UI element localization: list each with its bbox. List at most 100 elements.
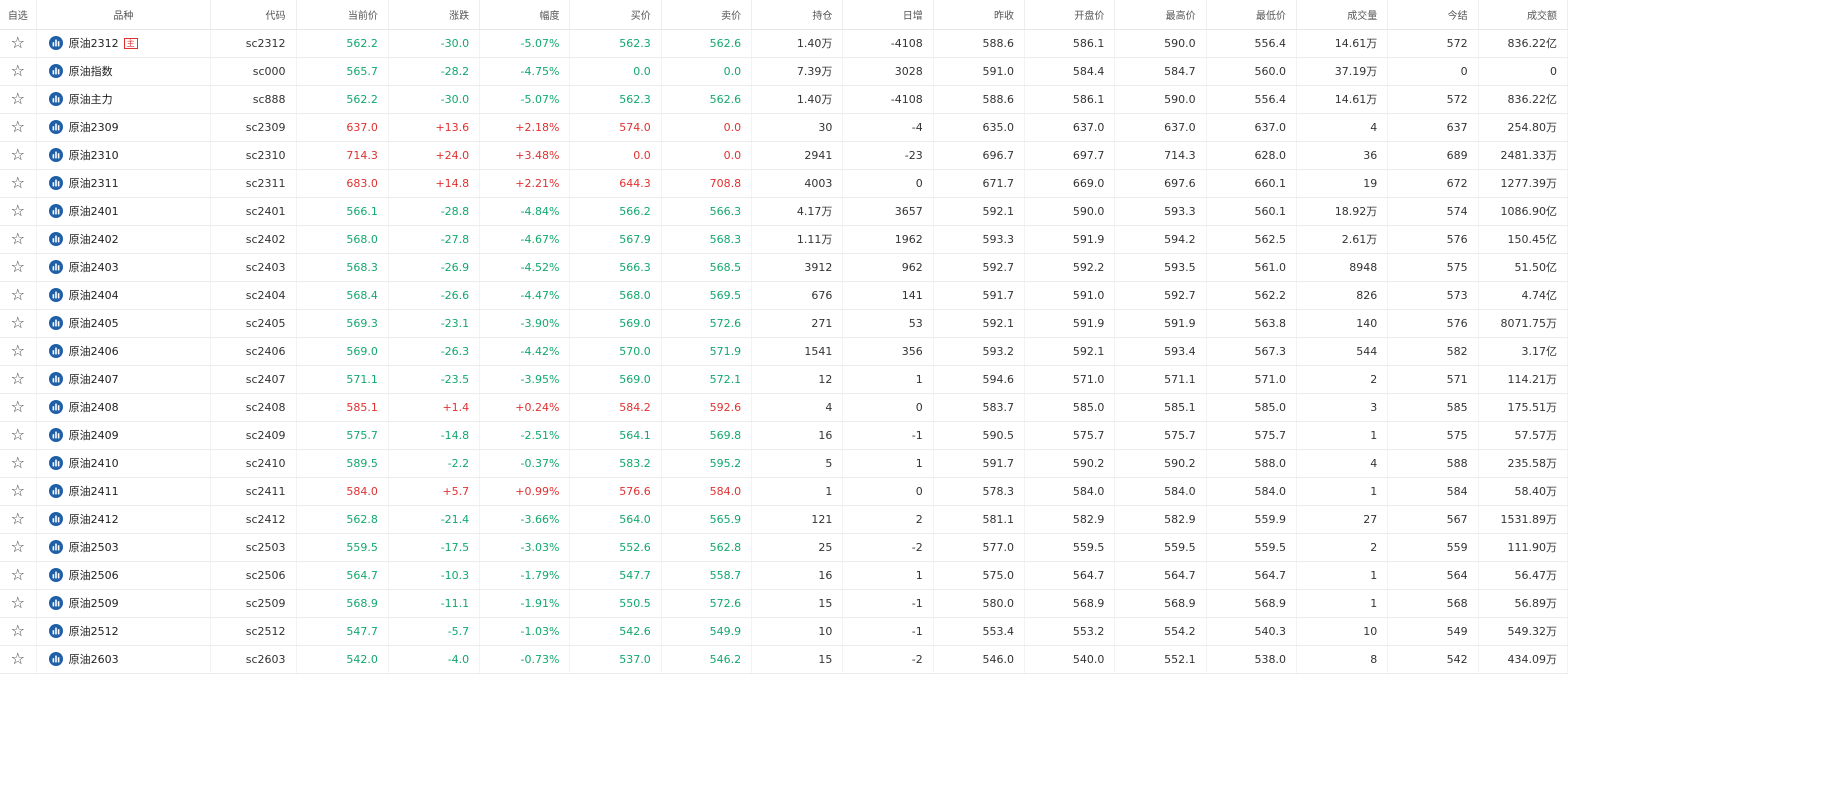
name-cell[interactable]: 原油2412	[36, 505, 212, 534]
name-cell[interactable]: 原油指数	[36, 57, 212, 86]
bar-chart-circle-icon[interactable]	[48, 372, 63, 386]
bar-chart-circle-icon[interactable]	[48, 568, 63, 582]
header-price[interactable]: 当前价	[296, 0, 389, 30]
name-cell[interactable]: 原油2509	[36, 589, 212, 618]
table-row[interactable]: ☆ 原油2411 sc2411 584.0 +5.7 +0.99% 576.6 …	[0, 477, 1569, 506]
header-oi[interactable]: 持仓	[751, 0, 844, 30]
header-open[interactable]: 开盘价	[1024, 0, 1116, 30]
name-cell[interactable]: 原油2503	[36, 533, 212, 562]
star-outline-icon[interactable]: ☆	[10, 649, 25, 668]
header-ask[interactable]: 卖价	[661, 0, 753, 30]
bar-chart-circle-icon[interactable]	[48, 92, 63, 106]
star-outline-icon[interactable]: ☆	[10, 593, 25, 612]
header-turnover[interactable]: 成交额	[1478, 0, 1569, 30]
star-outline-icon[interactable]: ☆	[10, 565, 25, 584]
star-outline-icon[interactable]: ☆	[10, 117, 25, 136]
star-outline-icon[interactable]: ☆	[10, 369, 25, 388]
star-outline-icon[interactable]: ☆	[10, 425, 25, 444]
name-cell[interactable]: 原油2309	[36, 113, 212, 142]
star-outline-icon[interactable]: ☆	[10, 397, 25, 416]
table-row[interactable]: ☆ 原油2310 sc2310 714.3 +24.0 +3.48% 0.0 0…	[0, 141, 1569, 170]
name-cell[interactable]: 原油2310	[36, 141, 212, 170]
bar-chart-circle-icon[interactable]	[48, 176, 63, 190]
header-high[interactable]: 最高价	[1114, 0, 1207, 30]
table-row[interactable]: ☆ 原油2412 sc2412 562.8 -21.4 -3.66% 564.0…	[0, 505, 1569, 534]
name-cell[interactable]: 原油2311	[36, 169, 212, 198]
table-row[interactable]: ☆ 原油2408 sc2408 585.1 +1.4 +0.24% 584.2 …	[0, 393, 1569, 422]
name-cell[interactable]: 原油2406	[36, 337, 212, 366]
table-row[interactable]: ☆ 原油2409 sc2409 575.7 -14.8 -2.51% 564.1…	[0, 421, 1569, 450]
table-row[interactable]: ☆ 原油2603 sc2603 542.0 -4.0 -0.73% 537.0 …	[0, 645, 1569, 674]
star-outline-icon[interactable]: ☆	[10, 285, 25, 304]
name-cell[interactable]: 原油2603	[36, 645, 212, 674]
header-oi-change[interactable]: 日增	[842, 0, 934, 30]
name-cell[interactable]: 原油2312 主	[36, 29, 212, 58]
name-cell[interactable]: 原油2410	[36, 449, 212, 478]
bar-chart-circle-icon[interactable]	[48, 204, 63, 218]
star-outline-icon[interactable]: ☆	[10, 33, 25, 52]
star-outline-icon[interactable]: ☆	[10, 145, 25, 164]
bar-chart-circle-icon[interactable]	[48, 148, 63, 162]
name-cell[interactable]: 原油2403	[36, 253, 212, 282]
bar-chart-circle-icon[interactable]	[48, 624, 63, 638]
star-outline-icon[interactable]: ☆	[10, 61, 25, 80]
name-cell[interactable]: 原油2407	[36, 365, 212, 394]
bar-chart-circle-icon[interactable]	[48, 428, 63, 442]
star-outline-icon[interactable]: ☆	[10, 173, 25, 192]
header-name[interactable]: 品种	[36, 0, 212, 30]
table-row[interactable]: ☆ 原油2402 sc2402 568.0 -27.8 -4.67% 567.9…	[0, 225, 1569, 254]
star-outline-icon[interactable]: ☆	[10, 201, 25, 220]
table-row[interactable]: ☆ 原油2405 sc2405 569.3 -23.1 -3.90% 569.0…	[0, 309, 1569, 338]
table-row[interactable]: ☆ 原油指数 sc000 565.7 -28.2 -4.75% 0.0 0.0 …	[0, 57, 1569, 86]
bar-chart-circle-icon[interactable]	[48, 540, 63, 554]
name-cell[interactable]: 原油2408	[36, 393, 212, 422]
header-settle[interactable]: 今结	[1387, 0, 1479, 30]
table-row[interactable]: ☆ 原油2312 主 sc2312 562.2 -30.0 -5.07% 562.…	[0, 29, 1569, 58]
header-fav[interactable]: 自选	[0, 0, 37, 30]
bar-chart-circle-icon[interactable]	[48, 596, 63, 610]
bar-chart-circle-icon[interactable]	[48, 456, 63, 470]
table-row[interactable]: ☆ 原油2512 sc2512 547.7 -5.7 -1.03% 542.6 …	[0, 617, 1569, 646]
header-change[interactable]: 涨跌	[388, 0, 481, 30]
bar-chart-circle-icon[interactable]	[48, 64, 63, 78]
bar-chart-circle-icon[interactable]	[48, 400, 63, 414]
table-row[interactable]: ☆ 原油2309 sc2309 637.0 +13.6 +2.18% 574.0…	[0, 113, 1569, 142]
star-outline-icon[interactable]: ☆	[10, 621, 25, 640]
header-volume[interactable]: 成交量	[1296, 0, 1389, 30]
star-outline-icon[interactable]: ☆	[10, 257, 25, 276]
bar-chart-circle-icon[interactable]	[48, 344, 63, 358]
star-outline-icon[interactable]: ☆	[10, 509, 25, 528]
header-pct[interactable]: 幅度	[479, 0, 571, 30]
bar-chart-circle-icon[interactable]	[48, 120, 63, 134]
table-row[interactable]: ☆ 原油2407 sc2407 571.1 -23.5 -3.95% 569.0…	[0, 365, 1569, 394]
star-outline-icon[interactable]: ☆	[10, 229, 25, 248]
star-outline-icon[interactable]: ☆	[10, 537, 25, 556]
table-row[interactable]: ☆ 原油2406 sc2406 569.0 -26.3 -4.42% 570.0…	[0, 337, 1569, 366]
table-row[interactable]: ☆ 原油2403 sc2403 568.3 -26.9 -4.52% 566.3…	[0, 253, 1569, 282]
name-cell[interactable]: 原油2404	[36, 281, 212, 310]
name-cell[interactable]: 原油2401	[36, 197, 212, 226]
star-outline-icon[interactable]: ☆	[10, 481, 25, 500]
table-row[interactable]: ☆ 原油2506 sc2506 564.7 -10.3 -1.79% 547.7…	[0, 561, 1569, 590]
bar-chart-circle-icon[interactable]	[48, 652, 63, 666]
bar-chart-circle-icon[interactable]	[48, 260, 63, 274]
table-row[interactable]: ☆ 原油2509 sc2509 568.9 -11.1 -1.91% 550.5…	[0, 589, 1569, 618]
star-outline-icon[interactable]: ☆	[10, 89, 25, 108]
bar-chart-circle-icon[interactable]	[48, 288, 63, 302]
name-cell[interactable]: 原油主力	[36, 85, 212, 114]
name-cell[interactable]: 原油2512	[36, 617, 212, 646]
header-low[interactable]: 最低价	[1206, 0, 1297, 30]
name-cell[interactable]: 原油2409	[36, 421, 212, 450]
header-bid[interactable]: 买价	[569, 0, 662, 30]
bar-chart-circle-icon[interactable]	[48, 36, 63, 50]
star-outline-icon[interactable]: ☆	[10, 453, 25, 472]
bar-chart-circle-icon[interactable]	[48, 232, 63, 246]
table-row[interactable]: ☆ 原油主力 sc888 562.2 -30.0 -5.07% 562.3 56…	[0, 85, 1569, 114]
table-row[interactable]: ☆ 原油2404 sc2404 568.4 -26.6 -4.47% 568.0…	[0, 281, 1569, 310]
header-code[interactable]: 代码	[210, 0, 297, 30]
name-cell[interactable]: 原油2405	[36, 309, 212, 338]
table-row[interactable]: ☆ 原油2503 sc2503 559.5 -17.5 -3.03% 552.6…	[0, 533, 1569, 562]
name-cell[interactable]: 原油2411	[36, 477, 212, 506]
star-outline-icon[interactable]: ☆	[10, 341, 25, 360]
header-prev-close[interactable]: 昨收	[933, 0, 1026, 30]
